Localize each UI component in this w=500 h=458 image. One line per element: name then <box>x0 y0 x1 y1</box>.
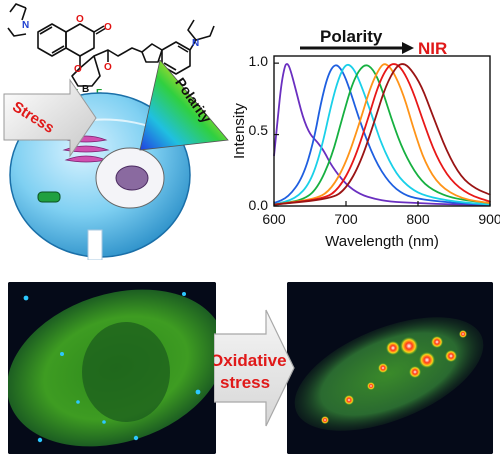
lipid-droplet-hotspot <box>445 350 457 362</box>
annotation-nir: NIR <box>418 39 447 58</box>
emission-spectra-chart: Polarity NIR 1.0 0.5 0.0 600 700 800 900… <box>231 27 500 250</box>
microscopy-before <box>8 282 216 454</box>
spectrum-line-4 <box>273 64 491 206</box>
lipid-droplet-hotspot <box>321 416 329 424</box>
nucleolus <box>115 165 149 191</box>
spectrum-line-1 <box>273 63 491 206</box>
fluorescent-dot <box>102 420 106 424</box>
atom-o-boron: O <box>74 64 82 75</box>
polarity-triangle: Polarity <box>139 60 229 151</box>
transition-line2: stress <box>220 373 270 392</box>
x-tick-label: 700 <box>334 211 358 227</box>
fluorescent-dot <box>60 352 64 356</box>
spectrum-line-6 <box>273 63 491 206</box>
atom-o-ring: O <box>76 14 84 25</box>
x-tick-label: 600 <box>262 211 286 227</box>
atom-o-carbonyl: O <box>104 22 112 33</box>
lipid-droplet-hotspot <box>431 336 443 348</box>
x-tick-label: 800 <box>406 211 430 227</box>
fluorescent-dot <box>182 292 186 296</box>
y-tick-label: 1.0 <box>249 53 269 69</box>
y-tick-label: 0.5 <box>249 122 269 138</box>
cell-nucleus-dim <box>82 322 170 422</box>
transition-line1: Oxidative <box>214 351 287 370</box>
lipid-droplet-hotspot <box>344 395 354 405</box>
x-tick-label: 900 <box>478 211 500 227</box>
spectrum-line-5 <box>273 63 491 206</box>
spectrum-line-2 <box>273 64 491 206</box>
plot-frame <box>273 55 491 207</box>
stress-arrow: Stress <box>3 78 97 158</box>
atom-n-right: N <box>192 38 199 49</box>
lipid-droplet-hotspot <box>378 363 388 373</box>
y-axis-label: Intensity <box>231 103 248 159</box>
lipid-droplet-hotspot <box>386 341 400 355</box>
lipid-droplet-hotspot <box>367 382 375 390</box>
atom-n-left: N <box>22 20 29 31</box>
fluorescent-dot <box>37 437 43 443</box>
spectrum-line-3 <box>273 63 491 206</box>
lipid-droplet-hotspot <box>409 366 421 378</box>
fluorescent-dot <box>133 435 139 441</box>
fluorescent-dot <box>195 389 201 395</box>
annotation-polarity: Polarity <box>320 27 383 46</box>
spectrum-line-7 <box>273 63 491 206</box>
lipid-droplet-hotspot <box>459 330 467 338</box>
lipid-droplet-hotspot <box>419 352 435 368</box>
membrane-channel <box>87 229 103 260</box>
y-tick-label: 0.0 <box>249 197 269 213</box>
fluorescent-dot <box>76 400 80 404</box>
atom-o-ketone: O <box>104 62 112 73</box>
mitochondrion <box>37 191 61 203</box>
atom-b: B <box>82 84 89 95</box>
microscopy-after <box>287 282 493 454</box>
fluorescent-dot <box>23 295 29 301</box>
cell-illustration: Stress Polarity <box>3 60 229 260</box>
x-axis-label: Wavelength (nm) <box>325 233 439 250</box>
lipid-droplet-hotspot <box>400 337 418 355</box>
oxidative-stress-arrow: Oxidative stress <box>214 309 295 427</box>
polarity-arrow-head <box>402 42 414 54</box>
